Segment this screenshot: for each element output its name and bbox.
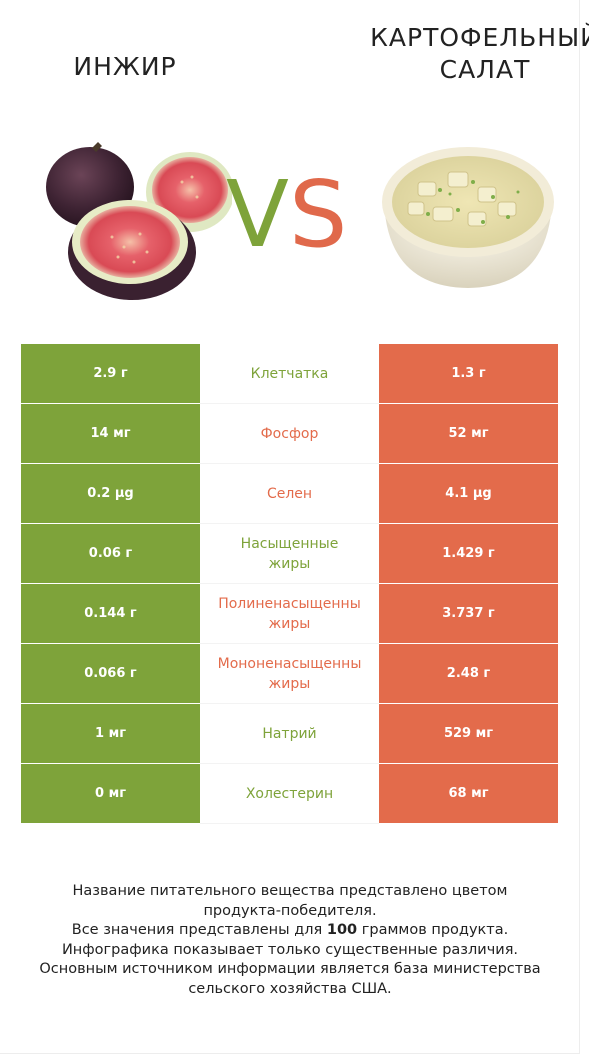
right-value: 1.429 г (379, 524, 558, 584)
nutrient-label: Клетчатка (200, 344, 379, 404)
left-value: 2.9 г (21, 344, 200, 404)
nutrient-label-line1: Полиненасыщенны (218, 595, 361, 612)
right-value: 4.1 µg (379, 464, 558, 524)
fig-image (46, 142, 232, 300)
nutrient-label: Мононенасыщенны жиры (200, 644, 379, 704)
nutrient-label-line2: жиры (268, 555, 311, 572)
right-value: 68 мг (379, 764, 558, 824)
footer-line: сельского хозяйства США. (188, 980, 392, 997)
left-value: 0.066 г (21, 644, 200, 704)
footer-line: Название питательного вещества представл… (72, 883, 508, 899)
vs-letter-s: S (288, 161, 348, 268)
nutrient-label-line1: Мононенасыщенны (217, 655, 362, 672)
footer-line: продукта-победителя. (203, 902, 377, 919)
left-value: 0.2 µg (21, 464, 200, 524)
right-title-line1: КАРТОФЕЛЬНЫЙ (370, 23, 589, 52)
right-value: 2.48 г (379, 644, 558, 704)
table-row: 14 мг Фосфор 52 мг (21, 404, 558, 464)
right-value: 3.737 г (379, 584, 558, 644)
table-row: 0.144 г Полиненасыщенны жиры 3.737 г (21, 584, 558, 644)
footer-line: Все значения представлены для 100 граммо… (20, 921, 560, 941)
footer-notes: Название питательного вещества представл… (20, 882, 560, 999)
footer-line: Инфографика показывает только существенн… (61, 941, 519, 958)
versus-label: VS (226, 160, 347, 270)
right-product-title: КАРТОФЕЛЬНЫЙ САЛАТ (350, 22, 589, 86)
nutrient-label-line2: жиры (268, 615, 311, 632)
comparison-table: 2.9 г Клетчатка 1.3 г 14 мг Фосфор 52 мг… (21, 344, 558, 824)
footer-text: Все значения представлены для (71, 922, 327, 938)
vs-letter-v: V (226, 161, 289, 268)
nutrient-label: Натрий (200, 704, 379, 764)
right-value: 52 мг (379, 404, 558, 464)
right-value: 1.3 г (379, 344, 558, 404)
table-row: 2.9 г Клетчатка 1.3 г (21, 344, 558, 404)
nutrient-label: Полиненасыщенны жиры (200, 584, 379, 644)
footer-line: Основным источником информации является … (39, 961, 541, 977)
nutrient-label-line2: жиры (268, 675, 311, 692)
table-row: 0.06 г Насыщенные жиры 1.429 г (21, 524, 558, 584)
table-row: 0.2 µg Селен 4.1 µg (21, 464, 558, 524)
left-product-title: ИНЖИР (73, 52, 177, 81)
nutrient-label: Фосфор (200, 404, 379, 464)
table-row: 0.066 г Мононенасыщенны жиры 2.48 г (21, 644, 558, 704)
left-value: 0.144 г (21, 584, 200, 644)
table-row: 1 мг Натрий 529 мг (21, 704, 558, 764)
nutrient-label-line1: Насыщенные (240, 535, 339, 552)
table-row: 0 мг Холестерин 68 мг (21, 764, 558, 824)
potato-salad-image (382, 147, 554, 288)
nutrient-label: Насыщенные жиры (200, 524, 379, 584)
right-title-line2: САЛАТ (439, 55, 531, 84)
left-value: 0.06 г (21, 524, 200, 584)
nutrient-label: Холестерин (200, 764, 379, 824)
nutrient-label: Селен (200, 464, 379, 524)
left-value: 1 мг (21, 704, 200, 764)
footer-text: граммов продукта. (357, 922, 509, 938)
footer-highlight: 100 (326, 922, 358, 938)
frame-right-border (579, 0, 580, 1054)
left-value: 0 мг (21, 764, 200, 824)
left-value: 14 мг (21, 404, 200, 464)
right-value: 529 мг (379, 704, 558, 764)
